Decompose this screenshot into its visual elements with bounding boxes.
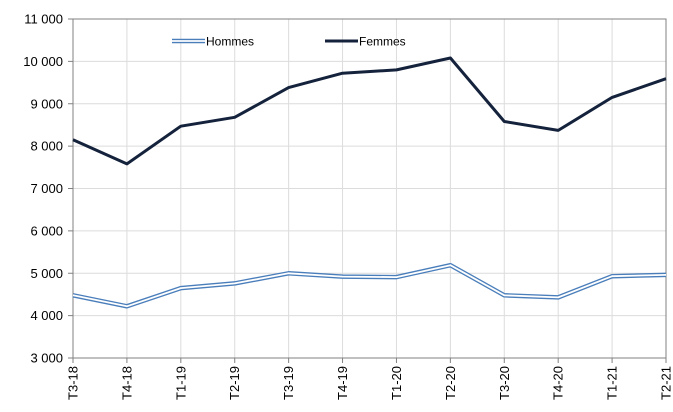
x-tick-label: T1-19 [173,366,188,400]
legend: Hommes Femmes [172,35,406,49]
y-tick-label: 11 000 [24,12,63,27]
y-tick-label: 7 000 [30,181,63,196]
legend-label-hommes: Hommes [206,35,254,49]
x-tick-label: T1-20 [389,366,404,400]
x-tick-label: T3-19 [281,366,296,400]
series-line-hommes-inner [72,264,667,308]
x-tick-label: T1-21 [605,366,620,400]
x-tick-label: T2-19 [227,366,242,400]
x-tick-label: T2-21 [659,366,673,400]
x-tick-label: T4-18 [119,366,134,400]
legend-label-femmes: Femmes [359,35,406,49]
series-lines [72,56,667,309]
gridlines [73,19,666,358]
x-tick-label: T4-20 [551,366,566,400]
y-tick-label: 10 000 [23,54,63,69]
y-tick-label: 3 000 [30,351,63,366]
x-tick-label: T3-20 [497,366,512,400]
x-tick-label: T4-19 [335,366,350,400]
y-tick-label: 6 000 [30,223,63,238]
series-line-hommes-outer [72,262,667,309]
y-tick-label: 8 000 [30,139,63,154]
x-tick-label: T2-20 [443,366,458,400]
x-tick-label: T3-18 [66,366,81,400]
series-line-femmes [72,56,667,166]
y-tick-label: 4 000 [30,308,63,323]
y-tick-label: 9 000 [30,96,63,111]
y-axis-ticks: 3 000 4 000 5 000 6 000 7 000 8 000 9 000 10 00… [23,12,73,366]
x-axis-ticks: T3-18 T4-18 T1-19 T2-19 T3-19 T4-19 T1-20 T2-20… [66,358,673,400]
y-tick-label: 5 000 [30,266,63,281]
